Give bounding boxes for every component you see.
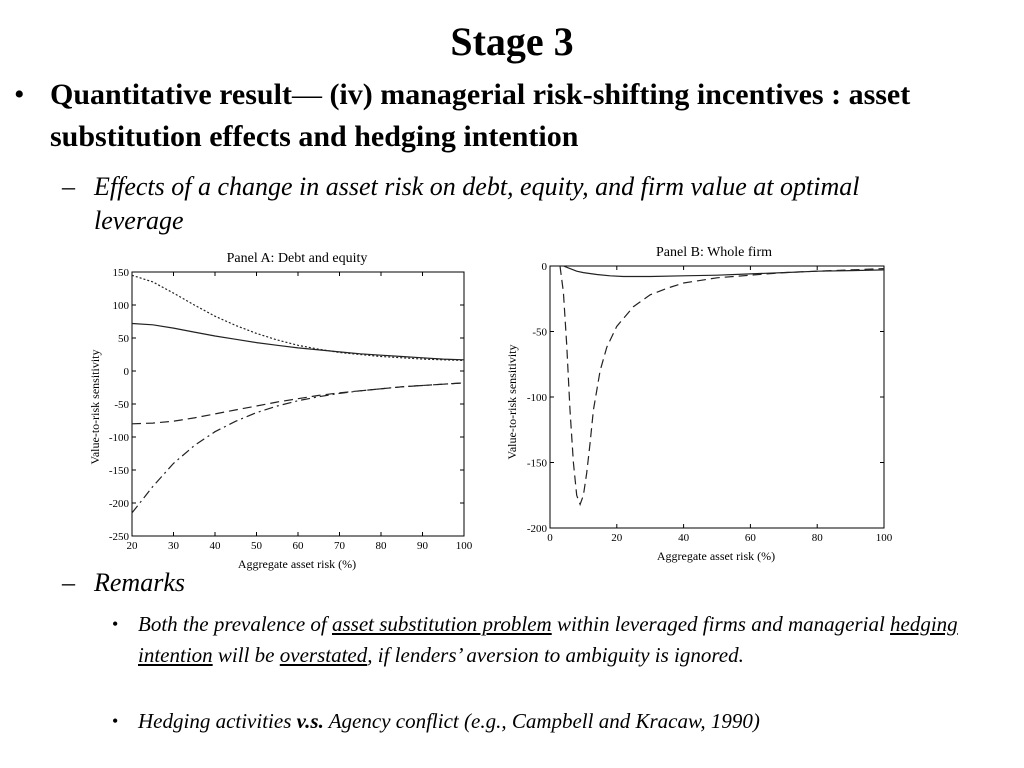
chart-title: Panel B: Whole firm bbox=[656, 245, 772, 260]
x-tick-label: 20 bbox=[611, 532, 623, 544]
x-tick-label: 0 bbox=[547, 532, 553, 544]
remark-2-part: Hedging activities bbox=[138, 709, 297, 733]
remark-1-part: within leveraged firms and managerial bbox=[551, 612, 891, 636]
remark-1-underline-asset-substitution: asset substitution problem bbox=[331, 612, 552, 636]
panel-b-figure: Panel B: Whole firm Aggregate asset risk… bbox=[498, 236, 898, 572]
x-axis-label: Aggregate asset risk (%) bbox=[657, 549, 775, 563]
series-line-dashed bbox=[131, 382, 465, 425]
main-bullet-rest: (iv) managerial risk-shifting incentives… bbox=[50, 78, 911, 153]
bullet-mark: • bbox=[112, 614, 119, 634]
y-tick-label: -50 bbox=[532, 327, 547, 339]
y-tick-label: -50 bbox=[114, 399, 129, 411]
slide-title: Stage 3 bbox=[450, 19, 574, 64]
series-line-dotted bbox=[131, 274, 465, 361]
main-bullet-text: Quantitative result— (iv) managerial ris… bbox=[50, 74, 1024, 158]
x-tick-label: 80 bbox=[812, 532, 824, 544]
remark-2-text: Hedging activities v.s. Agency conflict … bbox=[138, 706, 1008, 737]
bullet-mark: • bbox=[112, 711, 119, 731]
x-tick-label: 90 bbox=[417, 540, 429, 552]
sub-bullet-effects-text: Effects of a change in asset risk on deb… bbox=[94, 172, 860, 235]
chart-title: Panel A: Debt and equity bbox=[227, 251, 368, 266]
plot-frame bbox=[549, 265, 885, 529]
x-tick-label: 50 bbox=[251, 540, 263, 552]
remark-1-underline-hedging: hedging intention bbox=[138, 612, 958, 667]
y-tick-label: -100 bbox=[527, 392, 548, 404]
x-tick-label: 20 bbox=[127, 540, 139, 552]
x-tick-label: 100 bbox=[876, 532, 893, 544]
x-tick-label: 40 bbox=[678, 532, 690, 544]
y-tick-label: 150 bbox=[113, 267, 130, 279]
bullet-mark: • bbox=[14, 78, 25, 111]
series-line-solid bbox=[563, 265, 885, 278]
y-tick-label: 100 bbox=[113, 300, 130, 312]
series-line-solid bbox=[131, 322, 465, 361]
y-axis-label: Value-to-risk sensitivity bbox=[505, 345, 519, 460]
main-bullet-dash: — bbox=[291, 78, 322, 111]
series-line-dash-dot bbox=[131, 382, 465, 514]
panel-b-chart: Panel B: Whole firm Aggregate asset risk… bbox=[505, 245, 893, 563]
dash-mark: – bbox=[62, 568, 75, 597]
y-tick-label: 0 bbox=[542, 261, 548, 273]
plot-frame bbox=[131, 271, 465, 537]
dash-mark: – bbox=[62, 172, 75, 201]
panel-a-figure: Panel A: Debt and equity Aggregate asset… bbox=[82, 244, 474, 574]
x-tick-label: 70 bbox=[334, 540, 346, 552]
x-tick-label: 60 bbox=[745, 532, 757, 544]
y-tick-label: -200 bbox=[527, 523, 548, 535]
remark-1-part: Both the prevalence of bbox=[138, 612, 332, 636]
remark-2-part: Agency conflict (e.g., Campbell and Krac… bbox=[323, 709, 760, 733]
x-tick-label: 60 bbox=[293, 540, 305, 552]
y-tick-label: -100 bbox=[109, 432, 130, 444]
remark-item-1: • Both the prevalence of asset substitut… bbox=[112, 609, 1012, 704]
y-tick-label: -150 bbox=[109, 465, 130, 477]
panel-a-chart: Panel A: Debt and equity Aggregate asset… bbox=[88, 251, 473, 571]
x-tick-label: 80 bbox=[376, 540, 388, 552]
y-tick-label: 50 bbox=[118, 333, 130, 345]
remark-1-underline-overstated: overstated bbox=[279, 643, 368, 667]
sub-bullet-remarks: – Remarks bbox=[62, 566, 362, 600]
y-axis-label: Value-to-risk sensitivity bbox=[88, 350, 102, 465]
main-bullet-lead: Quantitative result bbox=[50, 78, 292, 111]
y-tick-label: -250 bbox=[109, 531, 130, 543]
sub-bullet-effects: – Effects of a change in asset risk on d… bbox=[62, 170, 962, 240]
sub-bullet-remarks-text: Remarks bbox=[94, 568, 185, 597]
x-tick-label: 100 bbox=[456, 540, 473, 552]
x-tick-label: 30 bbox=[168, 540, 180, 552]
y-tick-label: 0 bbox=[124, 366, 130, 378]
remark-2-vs: v.s. bbox=[296, 709, 324, 733]
y-tick-label: -200 bbox=[109, 498, 130, 510]
x-tick-label: 40 bbox=[210, 540, 222, 552]
remark-1-part: will be bbox=[212, 643, 280, 667]
remark-1-part: , if lenders’ aversion to ambiguity is i… bbox=[367, 643, 744, 667]
remark-1-text: Both the prevalence of asset substitutio… bbox=[138, 609, 1008, 671]
series-line-dashed bbox=[559, 265, 885, 507]
x-axis-label: Aggregate asset risk (%) bbox=[238, 557, 356, 571]
y-tick-label: -150 bbox=[527, 458, 548, 470]
remark-item-2: • Hedging activities v.s. Agency conflic… bbox=[112, 706, 1012, 738]
